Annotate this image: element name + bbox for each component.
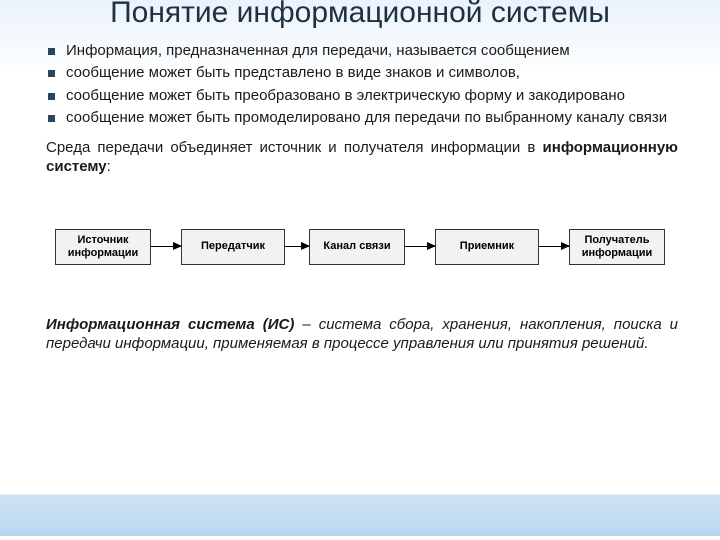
- intro-plain: Среда передачи объединяет источник и пол…: [46, 139, 543, 156]
- flow-arrow: [405, 246, 435, 247]
- intro-paragraph: Среда передачи объединяет источник и пол…: [46, 138, 678, 177]
- flow-arrow: [539, 246, 569, 247]
- flow-arrow: [151, 246, 181, 247]
- flow-node-channel: Канал связи: [309, 229, 405, 265]
- bullet-item: сообщение может быть промоделировано для…: [46, 108, 678, 128]
- flow-node-recipient: Получатель информации: [569, 229, 665, 265]
- bullet-item: Информация, предназначенная для передачи…: [46, 41, 678, 61]
- definition-lead: Информационная система (ИС): [46, 316, 294, 333]
- bullet-list: Информация, предназначенная для передачи…: [46, 41, 678, 128]
- intro-tail: :: [107, 158, 111, 175]
- bullet-item: сообщение может быть представлено в виде…: [46, 63, 678, 83]
- slide-content: Информация, предназначенная для передачи…: [0, 37, 720, 177]
- flow-node-receiver: Приемник: [435, 229, 539, 265]
- definition-dash: –: [294, 316, 318, 333]
- flowchart: Источник информации Передатчик Канал свя…: [0, 217, 720, 277]
- bullet-item: сообщение может быть преобразовано в эле…: [46, 86, 678, 106]
- slide-title: Понятие информационной системы: [0, 0, 720, 37]
- flow-arrow: [285, 246, 309, 247]
- flow-node-transmitter: Передатчик: [181, 229, 285, 265]
- slide: Понятие информационной системы Информаци…: [0, 0, 720, 536]
- definition-paragraph: Информационная система (ИС) – система сб…: [46, 315, 678, 354]
- flow-node-source: Источник информации: [55, 229, 151, 265]
